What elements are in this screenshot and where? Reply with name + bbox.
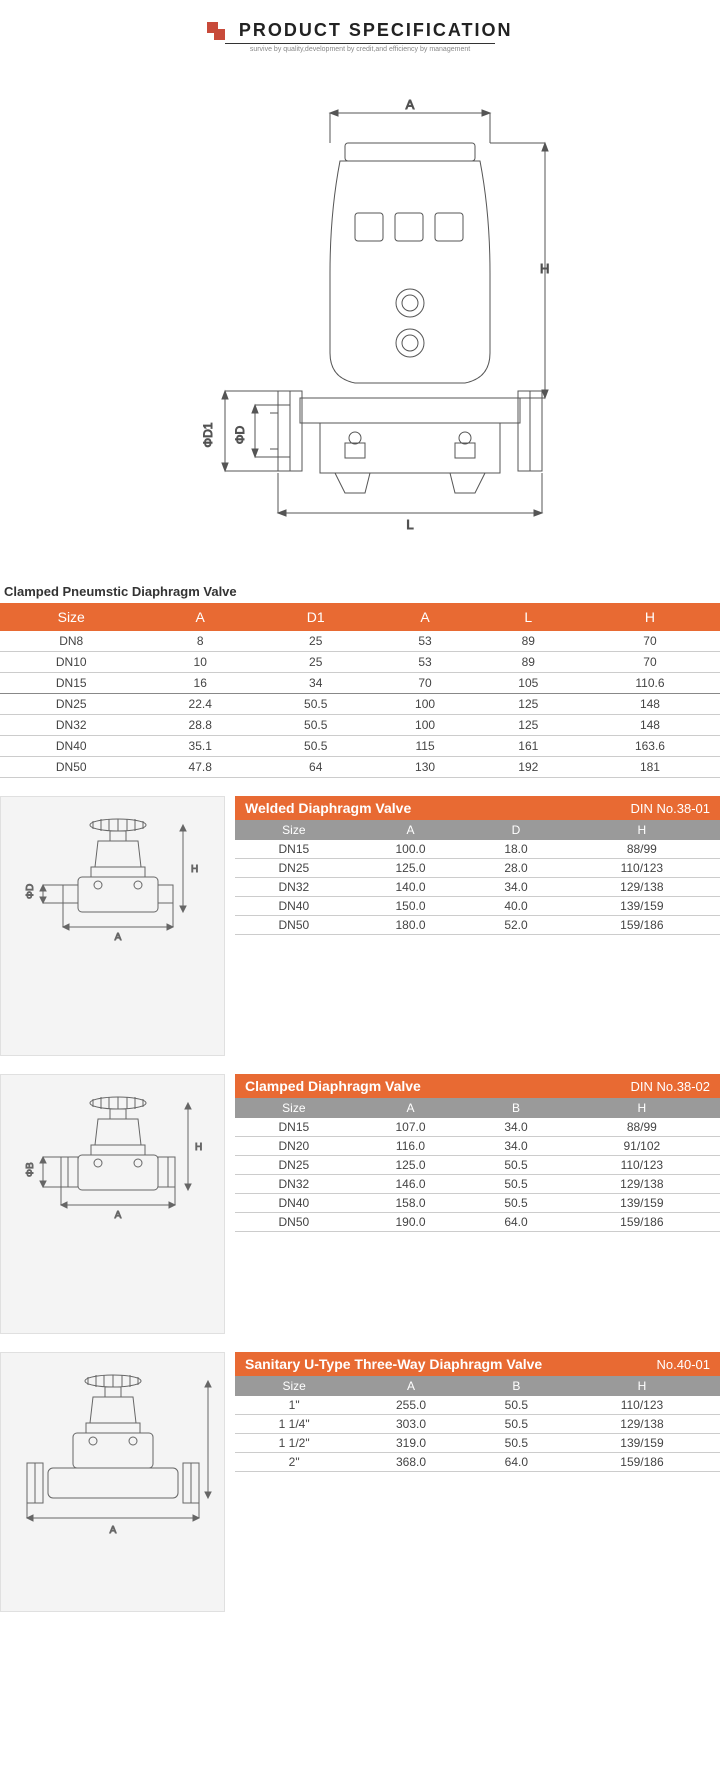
pneumatic-valve-diagram: A	[170, 93, 550, 553]
clamped-diagram-box: ΦB H A	[0, 1074, 225, 1334]
table1: Size A D1 A L H DN8825538970DN1010255389…	[0, 603, 720, 778]
section4-header: Sanitary U-Type Three-Way Diaphragm Valv…	[235, 1352, 720, 1376]
svg-text:A: A	[406, 97, 415, 112]
table-row: 1 1/2"319.050.5139/159	[235, 1434, 720, 1453]
table-row: DN4035.150.5115161163.6	[0, 736, 720, 757]
table-row: DN32146.050.5129/138	[235, 1175, 720, 1194]
table-row: DN5047.864130192181	[0, 757, 720, 778]
utype-diagram-box: A	[0, 1352, 225, 1612]
table-row: DN20116.034.091/102	[235, 1137, 720, 1156]
col-l: L	[477, 603, 580, 631]
section2-code: DIN No.38-01	[631, 801, 710, 816]
table-row: DN101025538970	[0, 652, 720, 673]
col-a2: A	[373, 603, 476, 631]
header-banner: PRODUCT SPECIFICATION survive by quality…	[0, 0, 720, 63]
table-row: DN2522.450.5100125148	[0, 694, 720, 715]
section3-title: Clamped Diaphragm Valve	[245, 1078, 421, 1094]
table-row: 1 1/4"303.050.5129/138	[235, 1415, 720, 1434]
col-size: Size	[0, 603, 142, 631]
header-subtitle: survive by quality,development by credit…	[225, 43, 495, 53]
svg-text:A: A	[114, 1210, 121, 1221]
table4: Size A B H 1"255.050.5110/1231 1/4"303.0…	[235, 1376, 720, 1472]
svg-text:H: H	[191, 864, 198, 875]
col-h: H	[580, 603, 720, 631]
header-logo: PRODUCT SPECIFICATION	[207, 20, 512, 41]
svg-text:ΦD: ΦD	[25, 884, 36, 899]
section-welded: ΦD H A Welded Diaphragm Valve DIN No.38-…	[0, 796, 720, 1056]
utype-valve-diagram: A	[13, 1363, 213, 1553]
logo-squares-icon	[207, 22, 227, 40]
svg-text:L: L	[406, 517, 413, 532]
section3-header: Clamped Diaphragm Valve DIN No.38-02	[235, 1074, 720, 1098]
table-row: DN40158.050.5139/159	[235, 1194, 720, 1213]
section4-title: Sanitary U-Type Three-Way Diaphragm Valv…	[245, 1356, 542, 1372]
table-row: DN15107.034.088/99	[235, 1118, 720, 1137]
svg-text:H: H	[540, 261, 549, 276]
table-row: DN25125.028.0110/123	[235, 859, 720, 878]
svg-text:ΦD1: ΦD1	[201, 422, 215, 447]
table-row: DN25125.050.5110/123	[235, 1156, 720, 1175]
welded-diagram-box: ΦD H A	[0, 796, 225, 1056]
section3-code: DIN No.38-02	[631, 1079, 710, 1094]
svg-text:H: H	[195, 1142, 202, 1153]
clamped-valve-diagram: ΦB H A	[23, 1085, 203, 1245]
svg-text:ΦD: ΦD	[233, 426, 247, 445]
header-title: PRODUCT SPECIFICATION	[239, 20, 513, 41]
section2-title: Welded Diaphragm Valve	[245, 800, 411, 816]
table-row: DN32140.034.0129/138	[235, 878, 720, 897]
svg-text:A: A	[114, 932, 121, 943]
svg-text:A: A	[109, 1525, 116, 1536]
section2-header: Welded Diaphragm Valve DIN No.38-01	[235, 796, 720, 820]
table-row: DN15163470105110.6	[0, 673, 720, 694]
table-row: DN3228.850.5100125148	[0, 715, 720, 736]
welded-valve-diagram: ΦD H A	[23, 807, 203, 967]
table1-title: Clamped Pneumstic Diaphragm Valve	[0, 576, 720, 603]
table-row: 2"368.064.0159/186	[235, 1453, 720, 1472]
main-diagram: A	[0, 63, 720, 576]
table2: Size A D H DN15100.018.088/99DN25125.028…	[235, 820, 720, 935]
table1-header-row: Size A D1 A L H	[0, 603, 720, 631]
section-clamped: ΦB H A Clamped Diaphragm Valve DIN No.38…	[0, 1074, 720, 1334]
col-d1: D1	[258, 603, 373, 631]
table-row: DN40150.040.0139/159	[235, 897, 720, 916]
table-row: DN50180.052.0159/186	[235, 916, 720, 935]
table-row: 1"255.050.5110/123	[235, 1396, 720, 1415]
svg-text:ΦB: ΦB	[25, 1162, 36, 1177]
col-a: A	[142, 603, 257, 631]
section-utype: A Sanitary U-Type Three-Way Diaphragm Va…	[0, 1352, 720, 1612]
table-row: DN50190.064.0159/186	[235, 1213, 720, 1232]
table-row: DN8825538970	[0, 631, 720, 652]
table3: Size A B H DN15107.034.088/99DN20116.034…	[235, 1098, 720, 1232]
table-row: DN15100.018.088/99	[235, 840, 720, 859]
section4-code: No.40-01	[657, 1357, 710, 1372]
